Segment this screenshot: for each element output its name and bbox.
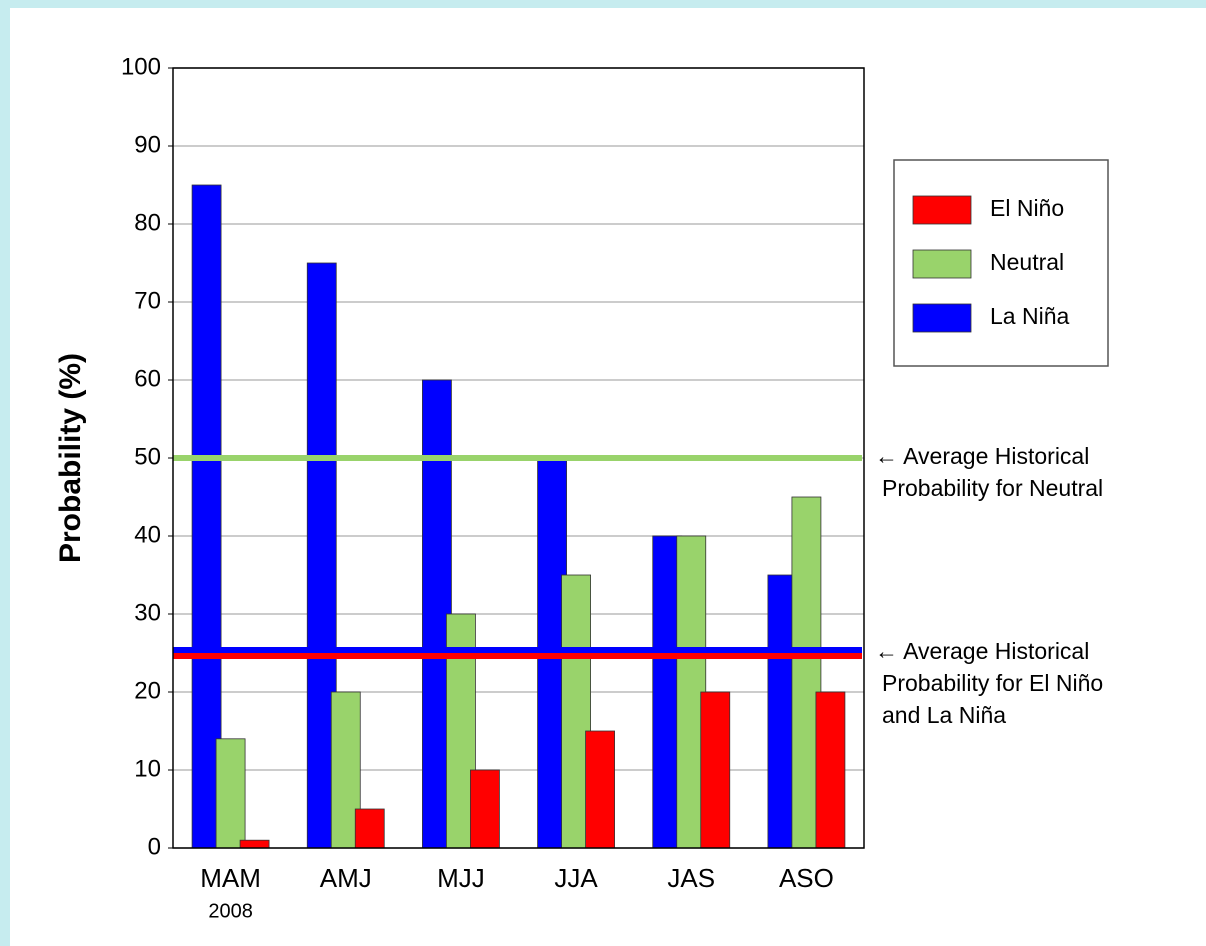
annotation: ← Average Historical: [875, 443, 1089, 469]
legend-swatch: [912, 249, 972, 279]
plot-border: [172, 67, 865, 849]
y-tick-label: 30: [134, 599, 161, 626]
annotation: Probability for Neutral: [882, 475, 1103, 501]
legend-label: Neutral: [990, 249, 1064, 275]
x-tick-label: JJA: [554, 863, 598, 893]
y-tick-label: 40: [134, 521, 161, 548]
legend-swatch: [912, 303, 972, 333]
bar: [239, 839, 270, 849]
bar: [815, 691, 846, 849]
x-tick-label: MJJ: [437, 863, 485, 893]
x-sublabel: 2008: [208, 900, 253, 922]
legend-label: La Niña: [990, 303, 1069, 329]
bar: [215, 738, 246, 849]
y-tick-label: 80: [134, 209, 161, 236]
bar: [585, 730, 615, 849]
y-tick-label: 50: [134, 443, 161, 470]
bar: [470, 769, 500, 849]
y-tick-label: 70: [134, 287, 161, 314]
y-tick-label: 20: [134, 677, 161, 704]
annotation: and La Niña: [882, 702, 1006, 728]
legend-label: El Niño: [990, 195, 1064, 221]
y-tick-label: 100: [121, 53, 161, 80]
y-tick-label: 0: [148, 833, 161, 860]
x-tick-label: AMJ: [320, 863, 372, 893]
legend-swatch: [912, 195, 972, 225]
x-tick-label: MAM: [200, 863, 261, 893]
annotation: ← Average Historical: [875, 638, 1089, 664]
x-tick-label: JAS: [667, 863, 715, 893]
bar: [191, 184, 222, 849]
y-tick-label: 10: [134, 755, 161, 782]
x-tick-label: ASO: [779, 863, 834, 893]
bar: [700, 691, 731, 849]
bar: [354, 808, 385, 849]
y-axis-label: Probability (%): [54, 353, 87, 563]
y-tick-label: 60: [134, 365, 161, 392]
y-tick-label: 90: [134, 131, 161, 158]
annotation: Probability for El Niño: [882, 670, 1103, 696]
